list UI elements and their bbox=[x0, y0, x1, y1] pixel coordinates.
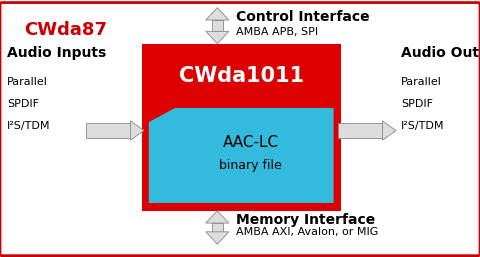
Polygon shape bbox=[206, 211, 229, 223]
Text: AMBA AXI, Avalon, or MIG: AMBA AXI, Avalon, or MIG bbox=[236, 227, 378, 237]
Bar bbox=[338, 124, 383, 138]
Text: AMBA APB, SPI: AMBA APB, SPI bbox=[236, 27, 318, 37]
Text: binary file: binary file bbox=[219, 159, 282, 172]
Text: AAC-LC: AAC-LC bbox=[223, 135, 279, 150]
Text: Control Interface: Control Interface bbox=[236, 10, 369, 24]
Text: Audio Outputs: Audio Outputs bbox=[401, 46, 480, 60]
Polygon shape bbox=[131, 121, 144, 140]
Bar bbox=[212, 223, 223, 232]
Text: CWda1011: CWda1011 bbox=[179, 66, 304, 86]
Text: Audio Inputs: Audio Inputs bbox=[7, 46, 107, 60]
Bar bbox=[86, 124, 131, 138]
Polygon shape bbox=[383, 121, 396, 140]
FancyBboxPatch shape bbox=[0, 3, 480, 256]
Text: Parallel: Parallel bbox=[401, 77, 442, 87]
Text: SPDIF: SPDIF bbox=[401, 99, 433, 109]
Text: Memory Interface: Memory Interface bbox=[236, 213, 375, 227]
Bar bbox=[142, 44, 341, 211]
Text: I²S/TDM: I²S/TDM bbox=[7, 121, 51, 131]
Bar bbox=[212, 20, 223, 31]
Polygon shape bbox=[206, 8, 229, 20]
Polygon shape bbox=[206, 31, 229, 44]
Text: SPDIF: SPDIF bbox=[7, 99, 39, 109]
Text: Parallel: Parallel bbox=[7, 77, 48, 87]
Text: CWda87: CWda87 bbox=[24, 21, 107, 39]
Polygon shape bbox=[206, 232, 229, 244]
Polygon shape bbox=[149, 108, 334, 203]
Text: I²S/TDM: I²S/TDM bbox=[401, 121, 444, 131]
